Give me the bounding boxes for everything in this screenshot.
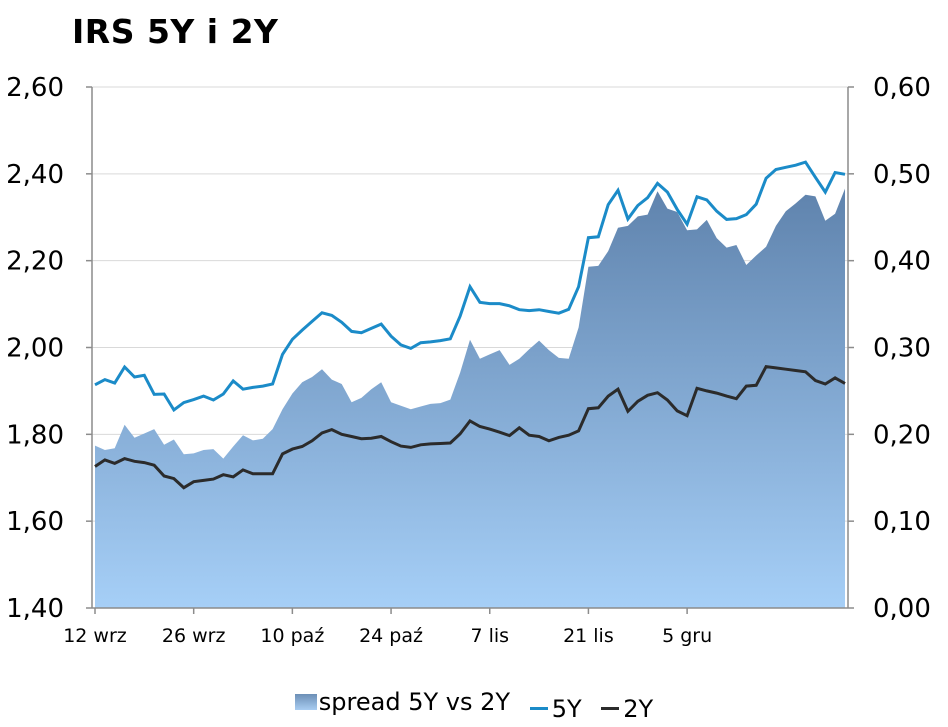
- legend-item-2y: 2Y: [601, 695, 653, 723]
- y-left-ticks: 1,40 1,60 1,80 2,00 2,20 2,40 2,60: [6, 73, 92, 624]
- y-left-tick-label: 2,20: [6, 247, 64, 277]
- y-right-tick-label: 0,30: [873, 334, 931, 364]
- y-right-ticks: 0,00 0,10 0,20 0,30 0,40 0,50 0,60: [848, 73, 931, 624]
- y-right-tick-label: 0,00: [873, 594, 931, 624]
- y-right-tick-label: 0,10: [873, 507, 931, 537]
- legend-item-5y: 5Y: [529, 694, 582, 723]
- x-tick-label: 10 paź: [260, 625, 324, 647]
- y-right-tick-label: 0,60: [873, 73, 931, 103]
- y-left-tick-label: 2,00: [6, 334, 64, 364]
- y-left-tick-label: 1,80: [6, 420, 64, 450]
- legend-item-spread: spread 5Y vs 2Y: [294, 688, 511, 716]
- x-tick-label: 24 paź: [359, 625, 423, 647]
- y-left-tick-label: 1,60: [6, 507, 64, 537]
- chart-svg: 1,40 1,60 1,80 2,00 2,20 2,40 2,60 0,00 0,10 0,2…: [6, 73, 931, 647]
- series-2y-line: [94, 364, 846, 490]
- y-left-tick-label: 1,40: [6, 594, 64, 624]
- series-5y-line: [94, 160, 846, 413]
- x-ticks: 12 wrz 26 wrz 10 paź 24 paź 7 lis 21 lis 5 gru: [63, 608, 712, 647]
- spread-area: [95, 188, 845, 608]
- legend-swatch-2y: [601, 707, 620, 710]
- y-left-tick-label: 2,40: [6, 160, 64, 190]
- y-right-tick-label: 0,50: [873, 160, 931, 190]
- legend-label-5y: 5Y: [551, 694, 582, 723]
- legend-label-2y: 2Y: [623, 694, 654, 723]
- x-tick-label: 21 lis: [563, 625, 614, 647]
- legend-swatch-spread: [294, 694, 317, 710]
- legend: spread 5Y vs 2Y 5Y 2Y: [0, 688, 948, 723]
- legend-label-spread: spread 5Y vs 2Y: [318, 688, 511, 716]
- chart-title: IRS 5Y i 2Y: [72, 12, 279, 51]
- y-right-tick-label: 0,40: [873, 247, 931, 277]
- y-left-tick-label: 2,60: [6, 73, 64, 103]
- x-tick-label: 7 lis: [470, 625, 509, 647]
- x-tick-label: 5 gru: [662, 625, 712, 647]
- y-right-tick-label: 0,20: [873, 420, 931, 450]
- x-tick-label: 12 wrz: [63, 625, 127, 647]
- x-tick-label: 26 wrz: [162, 625, 226, 647]
- legend-swatch-5y: [529, 707, 548, 710]
